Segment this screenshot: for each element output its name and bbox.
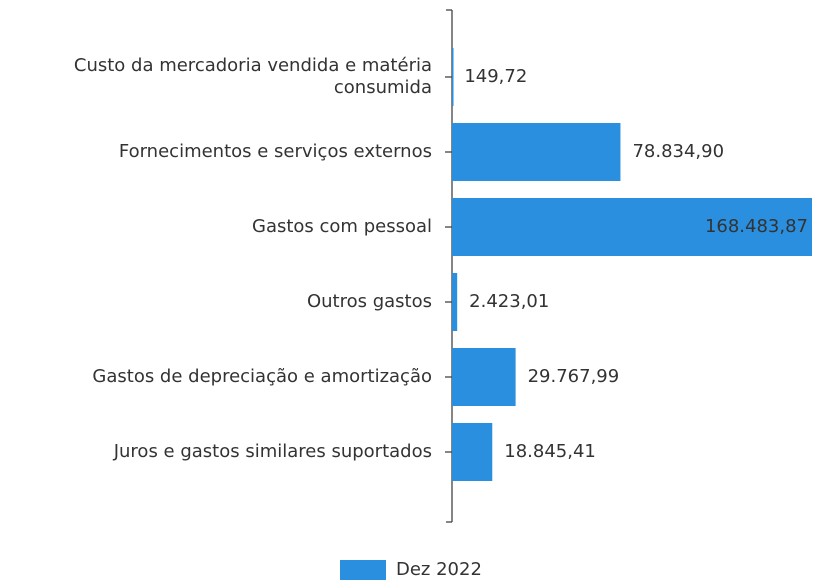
- category-label: Custo da mercadoria vendida e matéria co…: [73, 55, 432, 98]
- value-label: 149,72: [464, 66, 527, 87]
- value-label: 29.767,99: [528, 366, 620, 387]
- value-label: 168.483,87: [705, 216, 808, 237]
- value-label: 18.845,41: [504, 441, 596, 462]
- value-label: 2.423,01: [469, 291, 549, 312]
- bar: [452, 123, 621, 181]
- category-label: Fornecimentos e serviços externos: [118, 141, 432, 162]
- legend-label: Dez 2022: [396, 559, 482, 580]
- bar: [452, 198, 812, 256]
- category-label: Juros e gastos similares suportados: [113, 441, 432, 462]
- bar: [452, 48, 454, 106]
- legend-swatch: [340, 560, 386, 580]
- bar: [452, 273, 458, 331]
- category-label: Gastos com pessoal: [252, 216, 432, 237]
- category-label: Gastos de depreciação e amortização: [92, 366, 432, 387]
- category-label: Outros gastos: [306, 291, 432, 312]
- bar: [452, 423, 493, 481]
- bar: [452, 348, 516, 406]
- value-label: 78.834,90: [632, 141, 724, 162]
